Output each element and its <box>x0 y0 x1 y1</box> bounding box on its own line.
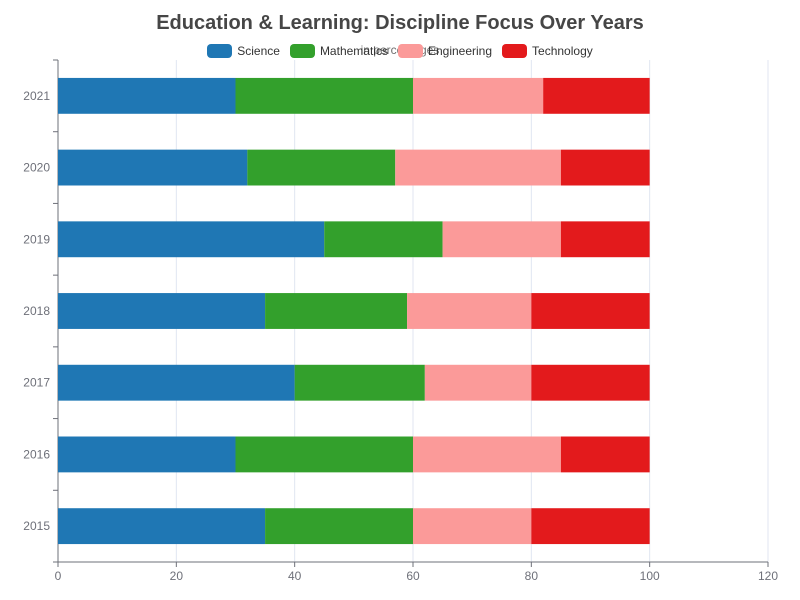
bar-technology-2019 <box>560 221 650 258</box>
bar-technology-2020 <box>560 149 650 186</box>
bar-science-2016 <box>58 436 236 473</box>
legend-label-engineering: Engineering <box>427 44 493 58</box>
bar-engineering-2016 <box>413 436 561 473</box>
bar-science-2020 <box>58 149 248 186</box>
y-tick-label-2019: 2019 <box>23 232 50 246</box>
bar-science-2019 <box>58 221 325 258</box>
bar-engineering-2020 <box>395 149 561 186</box>
bar-science-2017 <box>58 364 295 401</box>
legend-label-technology: Technology <box>532 44 593 58</box>
bar-science-2021 <box>58 77 236 114</box>
y-tick-label-2021: 2021 <box>23 89 50 103</box>
bar-engineering-2017 <box>424 364 532 401</box>
bar-engineering-2018 <box>407 293 532 329</box>
bar-technology-2021 <box>543 77 650 114</box>
legend-item-engineering[interactable]: Engineering <box>397 44 493 58</box>
legend-item-mathematics[interactable]: Mathematics <box>289 44 388 58</box>
bar-engineering-2021 <box>413 77 544 114</box>
legend-swatch-mathematics <box>289 44 315 58</box>
bar-mathematics-2018 <box>265 293 408 329</box>
legend: Science Mathematics Engineering Technolo… <box>0 44 800 58</box>
x-tick-label-0: 0 <box>55 569 62 583</box>
x-tick-label-40: 40 <box>288 569 302 583</box>
bar-mathematics-2017 <box>294 364 425 401</box>
bar-technology-2017 <box>531 364 650 401</box>
y-tick-label-2018: 2018 <box>23 304 50 318</box>
legend-item-technology[interactable]: Technology <box>502 44 593 58</box>
legend-item-science[interactable]: Science <box>207 44 280 58</box>
bar-technology-2016 <box>560 436 650 473</box>
bar-mathematics-2019 <box>324 221 443 258</box>
bar-science-2018 <box>58 293 266 329</box>
x-tick-label-120: 120 <box>758 569 778 583</box>
legend-label-mathematics: Mathematics <box>319 44 388 58</box>
legend-label-science: Science <box>237 44 280 58</box>
y-tick-label-2016: 2016 <box>23 447 50 461</box>
bar-engineering-2019 <box>442 221 561 258</box>
bar-science-2015 <box>58 508 266 545</box>
bar-mathematics-2016 <box>235 436 413 473</box>
legend-swatch-engineering <box>397 44 423 58</box>
bar-mathematics-2015 <box>265 508 413 545</box>
bar-engineering-2015 <box>413 508 532 545</box>
chart-title: Education & Learning: Discipline Focus O… <box>156 12 644 34</box>
bar-mathematics-2020 <box>247 149 396 186</box>
bar-technology-2015 <box>531 508 650 545</box>
legend-swatch-technology <box>502 44 528 58</box>
x-tick-label-20: 20 <box>170 569 184 583</box>
legend-swatch-science <box>207 44 233 58</box>
x-tick-label-80: 80 <box>525 569 539 583</box>
y-tick-label-2017: 2017 <box>23 376 50 390</box>
y-tick-label-2015: 2015 <box>23 519 50 533</box>
x-tick-label-100: 100 <box>640 569 660 583</box>
bar-mathematics-2021 <box>235 77 413 114</box>
bar-technology-2018 <box>531 293 650 329</box>
y-tick-label-2020: 2020 <box>23 161 50 175</box>
x-tick-label-60: 60 <box>406 569 420 583</box>
